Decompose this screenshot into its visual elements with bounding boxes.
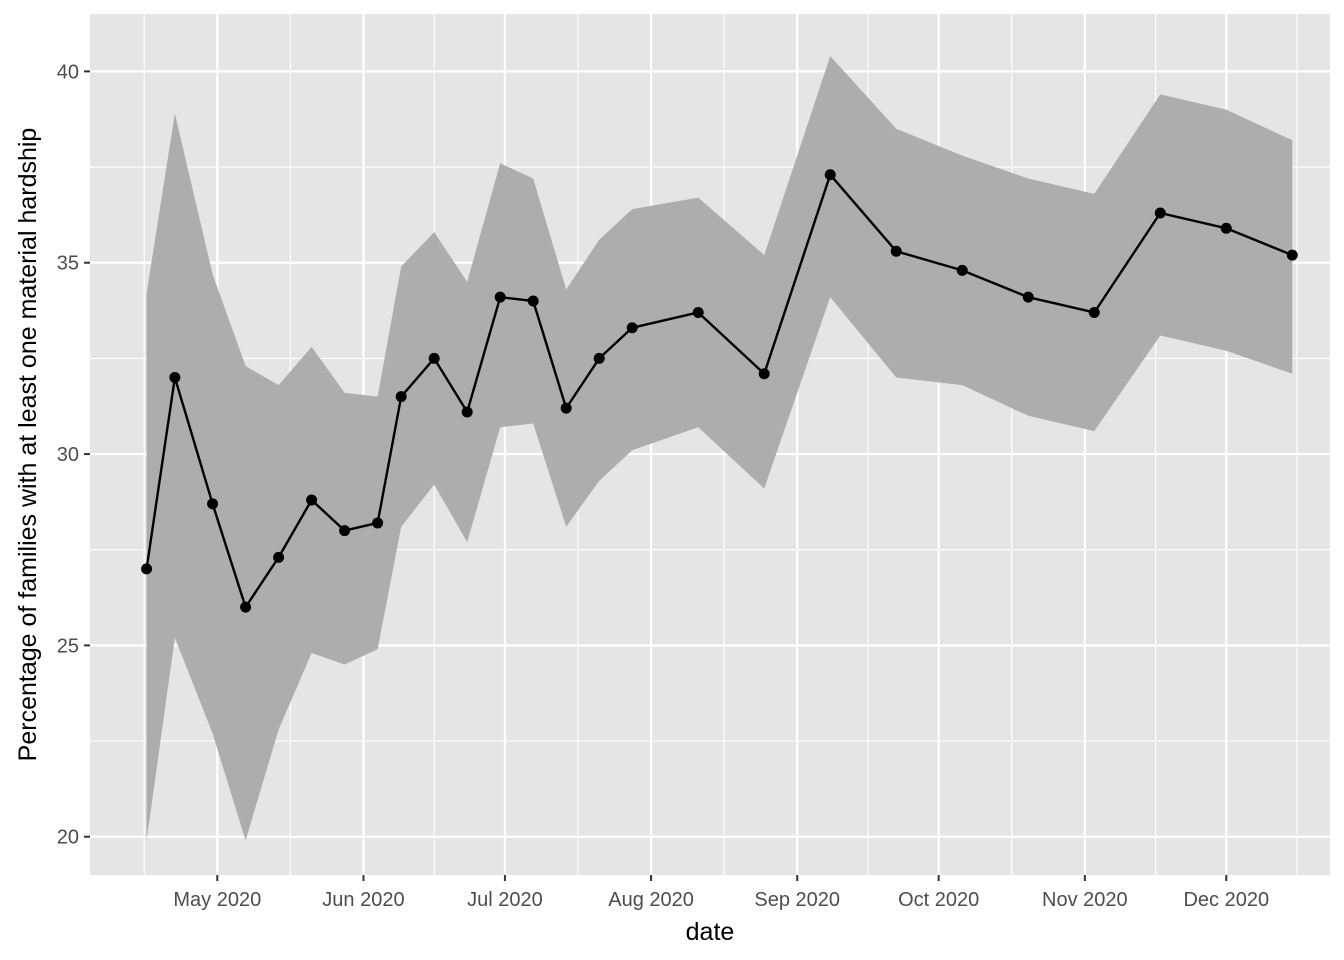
data-point bbox=[1220, 222, 1232, 234]
data-point bbox=[141, 563, 153, 575]
x-tick-label: Dec 2020 bbox=[1183, 889, 1269, 911]
y-axis-title: Percentage of families with at least one… bbox=[14, 128, 42, 762]
data-point bbox=[494, 291, 506, 303]
x-tick-label: Oct 2020 bbox=[898, 889, 979, 911]
data-point bbox=[527, 295, 539, 307]
x-tick-label: May 2020 bbox=[173, 889, 261, 911]
confidence-band bbox=[146, 56, 1293, 841]
data-point bbox=[339, 525, 351, 537]
data-point bbox=[428, 352, 440, 364]
data-point bbox=[560, 402, 572, 414]
data-point bbox=[1088, 306, 1100, 318]
data-point bbox=[1154, 207, 1166, 219]
y-axis: 20 25 30 35 40 bbox=[57, 61, 90, 849]
y-tick-label: 25 bbox=[57, 635, 79, 657]
data-point bbox=[306, 494, 318, 506]
x-axis-title: date bbox=[686, 918, 735, 946]
data-point bbox=[240, 601, 252, 613]
data-point bbox=[1286, 249, 1298, 261]
x-axis: May 2020 Jun 2020 Jul 2020 Aug 2020 Sep 2020… bbox=[173, 875, 1269, 911]
data-point bbox=[692, 306, 704, 318]
x-tick-label: Jun 2020 bbox=[322, 889, 404, 911]
y-tick-label: 35 bbox=[57, 253, 79, 275]
data-point bbox=[372, 517, 384, 529]
data-point bbox=[273, 551, 285, 563]
data-point bbox=[207, 498, 219, 510]
data-point bbox=[824, 169, 836, 181]
x-tick-label: Aug 2020 bbox=[608, 889, 694, 911]
confidence-band-layer bbox=[146, 56, 1293, 841]
x-tick-label: Sep 2020 bbox=[754, 889, 840, 911]
data-point bbox=[758, 368, 770, 380]
x-tick-label: Nov 2020 bbox=[1042, 889, 1128, 911]
y-tick-label: 40 bbox=[57, 61, 79, 83]
data-point bbox=[169, 372, 181, 384]
y-tick-label: 30 bbox=[57, 444, 79, 466]
data-point bbox=[461, 406, 473, 418]
data-point bbox=[890, 245, 902, 257]
data-point bbox=[956, 264, 968, 276]
y-tick-label: 20 bbox=[57, 827, 79, 849]
x-tick-label: Jul 2020 bbox=[467, 889, 543, 911]
series-line bbox=[145, 173, 1293, 609]
data-points-layer bbox=[141, 169, 1298, 613]
data-point bbox=[626, 322, 638, 334]
series-line-layer bbox=[145, 173, 1293, 609]
data-point bbox=[1022, 291, 1034, 303]
data-point bbox=[395, 391, 407, 403]
data-point bbox=[593, 352, 605, 364]
